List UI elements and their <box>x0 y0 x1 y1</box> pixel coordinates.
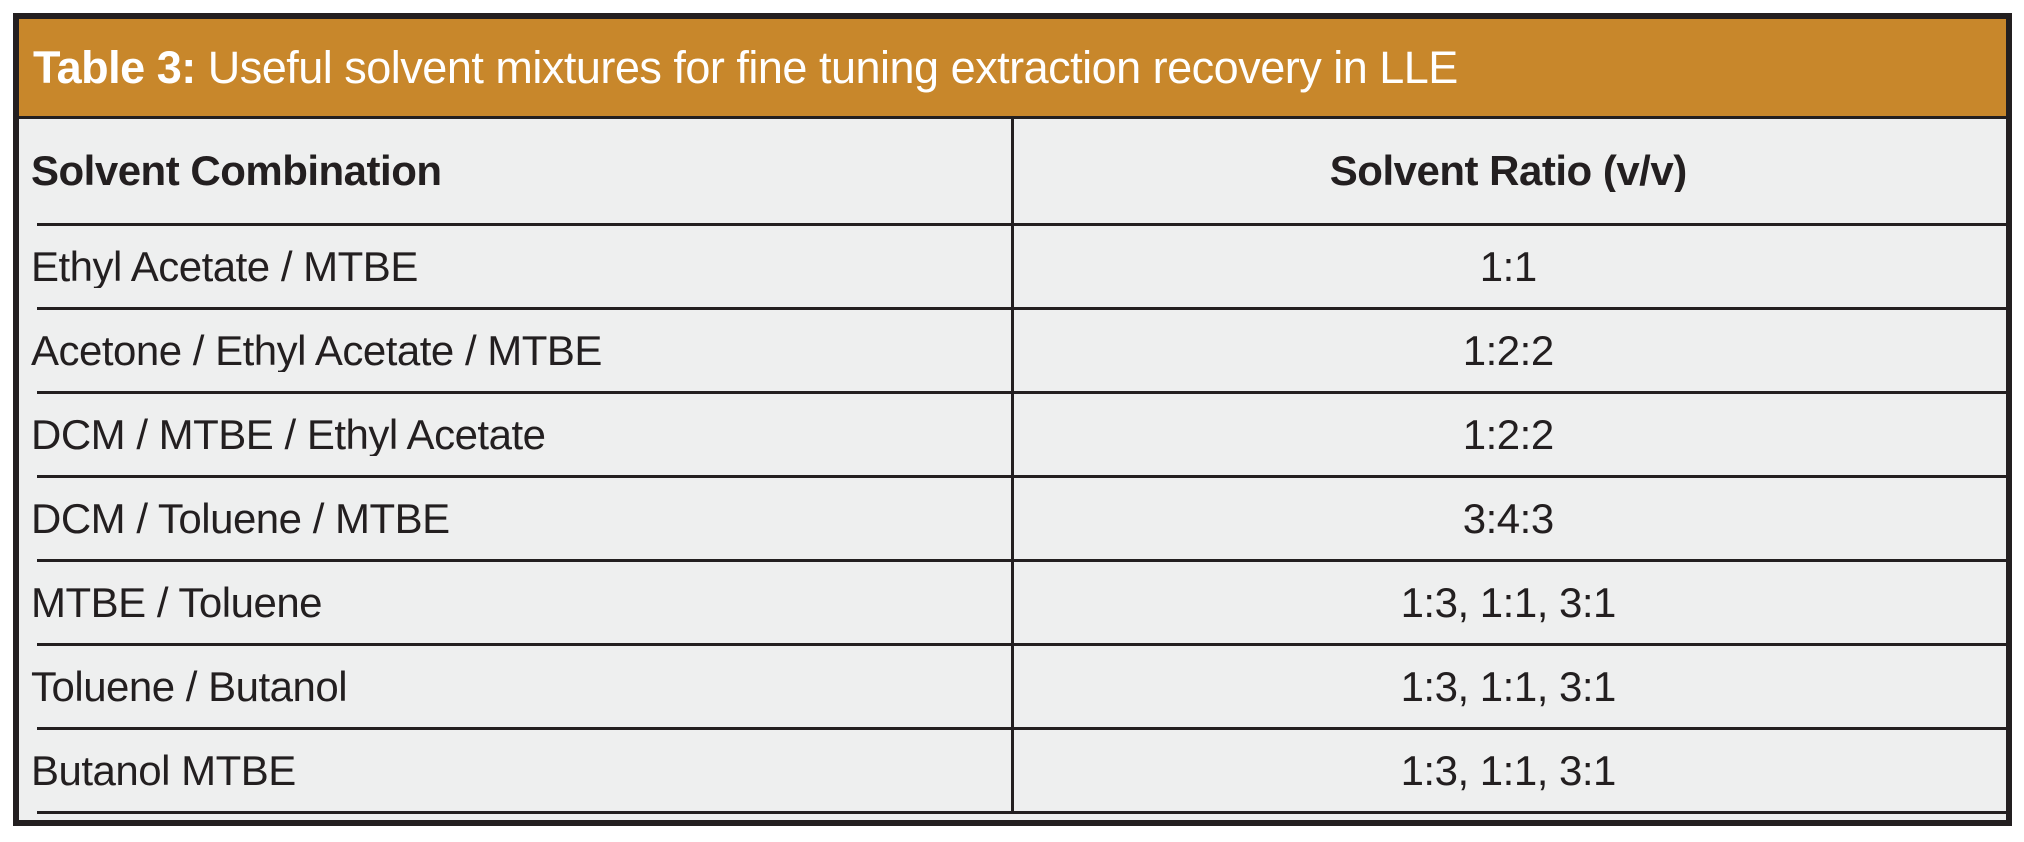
table-row: MTBE / Toluene 1:3, 1:1, 3:1 <box>19 562 2006 643</box>
bottom-gap <box>19 814 2006 820</box>
row-divider <box>37 727 2006 730</box>
row-divider <box>37 559 2006 562</box>
table-row: DCM / MTBE / Ethyl Acetate 1:2:2 <box>19 394 2006 475</box>
solvent-ratio-cell: 1:3, 1:1, 3:1 <box>1400 749 1617 792</box>
solvent-ratio-cell: 3:4:3 <box>1462 497 1554 540</box>
table-row: Acetone / Ethyl Acetate / MTBE 1:2:2 <box>19 310 2006 391</box>
bottom-inner-rule <box>37 811 2006 814</box>
table-row: DCM / Toluene / MTBE 3:4:3 <box>19 478 2006 559</box>
table-row: Butanol MTBE 1:3, 1:1, 3:1 <box>19 730 2006 811</box>
row-divider <box>37 475 2006 478</box>
table-row: Toluene / Butanol 1:3, 1:1, 3:1 <box>19 646 2006 727</box>
solvent-ratio-cell: 1:3, 1:1, 3:1 <box>1400 665 1617 708</box>
solvent-combination-cell: DCM / Toluene / MTBE <box>31 497 450 540</box>
column-header-solvent-combination: Solvent Combination <box>31 150 442 192</box>
table-3-card: Table 3: Useful solvent mixtures for fin… <box>13 13 2012 826</box>
table-row: Ethyl Acetate / MTBE 1:1 <box>19 226 2006 307</box>
column-divider <box>1010 119 1014 811</box>
solvent-ratio-cell: 1:2:2 <box>1462 413 1554 456</box>
solvent-combination-cell: MTBE / Toluene <box>31 581 323 624</box>
solvent-ratio-cell: 1:1 <box>1479 245 1537 288</box>
column-header-solvent-ratio: Solvent Ratio (v/v) <box>1329 150 1687 192</box>
solvent-combination-cell: Butanol MTBE <box>31 749 296 792</box>
solvent-combination-cell: Toluene / Butanol <box>31 665 348 708</box>
row-divider <box>37 307 2006 310</box>
row-divider <box>37 391 2006 394</box>
table-title-bar: Table 3: Useful solvent mixtures for fin… <box>19 19 2006 119</box>
table-number-label: Table 3: <box>33 41 196 93</box>
table-header-row: Solvent Combination Solvent Ratio (v/v) <box>19 119 2006 223</box>
table-title: Useful solvent mixtures for fine tuning … <box>207 41 1459 93</box>
table-body: Solvent Combination Solvent Ratio (v/v) … <box>19 119 2006 820</box>
solvent-combination-cell: DCM / MTBE / Ethyl Acetate <box>31 413 546 456</box>
solvent-combination-cell: Ethyl Acetate / MTBE <box>31 245 418 288</box>
row-divider <box>37 223 2006 226</box>
solvent-combination-cell: Acetone / Ethyl Acetate / MTBE <box>31 329 602 372</box>
solvent-ratio-cell: 1:2:2 <box>1462 329 1554 372</box>
solvent-ratio-cell: 1:3, 1:1, 3:1 <box>1400 581 1617 624</box>
row-divider <box>37 643 2006 646</box>
